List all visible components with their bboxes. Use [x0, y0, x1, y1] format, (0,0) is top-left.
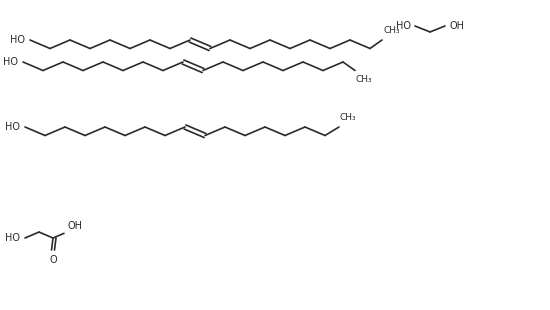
- Text: HO: HO: [3, 57, 18, 67]
- Text: OH: OH: [449, 21, 464, 31]
- Text: HO: HO: [5, 233, 20, 243]
- Text: HO: HO: [10, 35, 25, 45]
- Text: CH₃: CH₃: [340, 113, 356, 122]
- Text: CH₃: CH₃: [356, 76, 373, 85]
- Text: O: O: [49, 255, 57, 265]
- Text: HO: HO: [396, 21, 411, 31]
- Text: OH: OH: [68, 221, 83, 231]
- Text: CH₃: CH₃: [383, 26, 400, 35]
- Text: HO: HO: [5, 122, 20, 132]
